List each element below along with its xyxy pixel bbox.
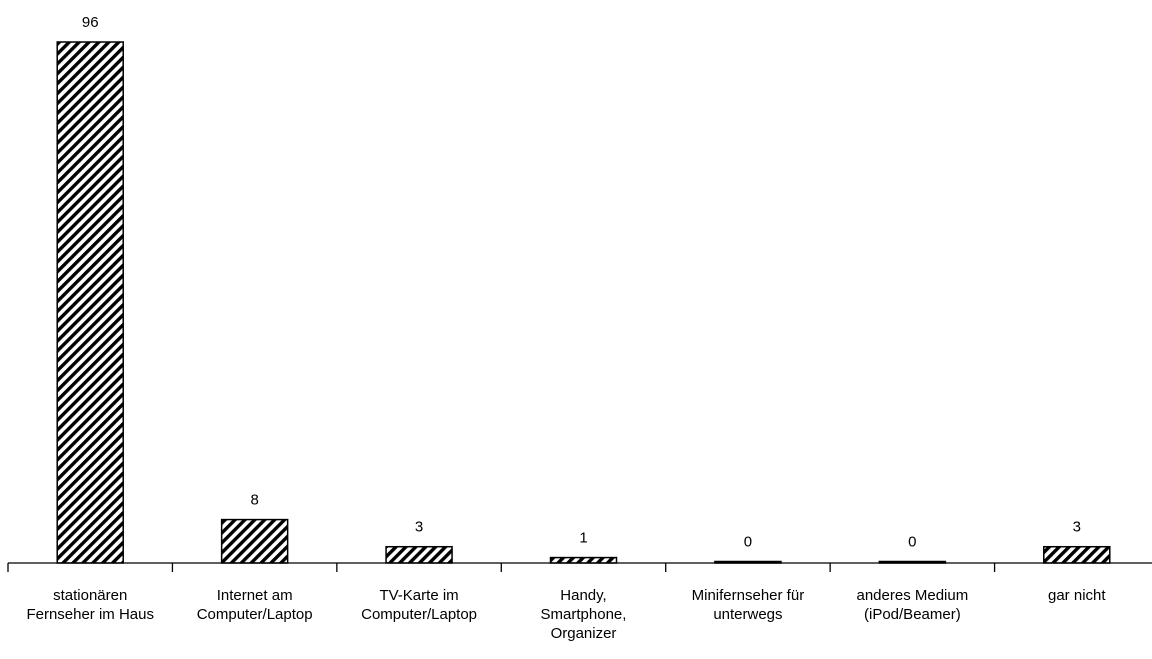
category-labels-group: stationären Fernseher im Haus Internet am C… [26,587,1106,642]
category-label-line: Minifernseher für [692,587,805,604]
value-label: 96 [82,14,99,31]
category-label: gar nicht [1048,587,1106,604]
value-label: 3 [1073,519,1081,536]
value-label: 8 [250,492,258,509]
bar [1043,545,1111,564]
x-axis [7,562,1152,572]
category-label-line: Organizer [551,625,617,642]
category-label: Minifernseher für unterwegs [692,587,805,623]
value-label: 0 [908,534,916,551]
category-label: Handy, Smartphone, Organizer [541,587,627,642]
bars-group [56,41,1111,564]
bar [56,41,124,564]
value-label: 3 [415,519,423,536]
category-label-line: Computer/Laptop [361,606,477,623]
category-label: stationären Fernseher im Haus [26,587,154,623]
category-label-line: Internet am [217,587,293,604]
category-label: anderes Medium (iPod/Beamer) [856,587,968,623]
category-label-line: Computer/Laptop [197,606,313,623]
bar [385,545,453,564]
category-label-line: unterwegs [713,606,782,623]
category-label-line: Smartphone, [541,606,627,623]
category-label-line: anderes Medium [856,587,968,604]
value-label: 1 [579,530,587,547]
value-label: 0 [744,534,752,551]
category-label-line: stationären [53,587,127,604]
category-label: Internet am Computer/Laptop [197,587,313,623]
category-label-line: TV-Karte im [379,587,458,604]
category-label: TV-Karte im Computer/Laptop [361,587,477,623]
category-label-line: Fernseher im Haus [26,606,154,623]
value-labels-group: 96 8 3 1 0 0 3 [82,14,1081,551]
category-label-line: (iPod/Beamer) [864,606,961,623]
bar [220,518,289,564]
bar [549,556,618,564]
category-label-line: Handy, [560,587,606,604]
category-label-line: gar nicht [1048,587,1106,604]
